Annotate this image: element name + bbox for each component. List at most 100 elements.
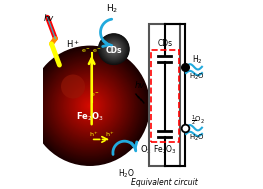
- Circle shape: [48, 64, 132, 148]
- Circle shape: [83, 99, 97, 113]
- Circle shape: [37, 52, 143, 159]
- Circle shape: [103, 38, 125, 60]
- Circle shape: [61, 77, 119, 134]
- Circle shape: [107, 42, 121, 57]
- Circle shape: [111, 46, 117, 52]
- Bar: [149, 24, 180, 166]
- Circle shape: [56, 72, 124, 140]
- Text: H$_2$O: H$_2$O: [189, 71, 205, 82]
- Circle shape: [52, 68, 128, 143]
- Circle shape: [52, 67, 128, 144]
- Circle shape: [31, 46, 149, 165]
- Circle shape: [50, 66, 130, 146]
- Circle shape: [45, 61, 135, 151]
- Text: Fe$_2$O$_3$: Fe$_2$O$_3$: [76, 110, 104, 123]
- Circle shape: [38, 54, 142, 158]
- Circle shape: [75, 91, 105, 121]
- Text: CDs: CDs: [157, 40, 172, 48]
- Circle shape: [112, 47, 116, 51]
- Text: e$^-$: e$^-$: [81, 47, 91, 55]
- Text: e$^-$: e$^-$: [90, 91, 100, 99]
- Circle shape: [108, 43, 120, 55]
- Circle shape: [100, 35, 128, 63]
- Circle shape: [57, 73, 123, 139]
- Circle shape: [71, 87, 109, 125]
- Circle shape: [32, 48, 148, 164]
- Text: hv: hv: [44, 14, 54, 23]
- Circle shape: [69, 85, 111, 127]
- Text: CDs: CDs: [105, 46, 122, 55]
- Circle shape: [79, 95, 100, 116]
- Circle shape: [78, 94, 101, 117]
- Circle shape: [47, 63, 133, 149]
- Circle shape: [99, 34, 129, 64]
- Circle shape: [84, 100, 96, 112]
- Circle shape: [35, 51, 145, 161]
- Circle shape: [39, 55, 141, 157]
- Circle shape: [103, 39, 124, 60]
- Circle shape: [102, 37, 126, 61]
- Circle shape: [73, 89, 107, 122]
- Circle shape: [104, 40, 123, 58]
- Circle shape: [39, 55, 140, 156]
- Text: hv: hv: [134, 81, 145, 90]
- Circle shape: [100, 36, 127, 63]
- Circle shape: [68, 84, 112, 128]
- Text: H$_2$: H$_2$: [192, 53, 202, 66]
- Circle shape: [63, 79, 116, 132]
- Circle shape: [61, 74, 85, 98]
- Circle shape: [98, 34, 129, 65]
- Circle shape: [104, 40, 124, 59]
- Circle shape: [112, 47, 116, 51]
- Circle shape: [33, 49, 146, 162]
- Circle shape: [88, 104, 92, 107]
- Circle shape: [59, 75, 121, 137]
- Text: $\frac{1}{2}$O$_2$: $\frac{1}{2}$O$_2$: [191, 114, 205, 128]
- Text: e$^-$: e$^-$: [92, 47, 102, 55]
- Circle shape: [101, 37, 126, 62]
- Circle shape: [87, 103, 93, 109]
- Text: H$_2$: H$_2$: [106, 2, 118, 15]
- Circle shape: [77, 93, 103, 119]
- Circle shape: [107, 42, 121, 56]
- Circle shape: [31, 47, 149, 164]
- Circle shape: [72, 88, 108, 124]
- Circle shape: [51, 67, 129, 145]
- Bar: [151, 50, 179, 142]
- Circle shape: [86, 102, 94, 110]
- Circle shape: [82, 98, 98, 113]
- Circle shape: [43, 59, 136, 153]
- Circle shape: [54, 70, 125, 141]
- Circle shape: [60, 76, 119, 135]
- Circle shape: [105, 41, 122, 58]
- Circle shape: [103, 38, 125, 60]
- Circle shape: [53, 69, 127, 143]
- Circle shape: [82, 97, 98, 114]
- Circle shape: [107, 43, 120, 56]
- Circle shape: [101, 36, 127, 62]
- Circle shape: [80, 96, 100, 116]
- Circle shape: [110, 46, 117, 53]
- Circle shape: [99, 34, 129, 64]
- Circle shape: [37, 53, 143, 158]
- Circle shape: [36, 52, 144, 160]
- Circle shape: [112, 48, 115, 51]
- Text: H$_2$O: H$_2$O: [118, 168, 135, 180]
- Circle shape: [40, 56, 140, 156]
- Text: H$_2$O: H$_2$O: [189, 132, 205, 143]
- Circle shape: [69, 85, 110, 126]
- Circle shape: [110, 45, 118, 53]
- Text: h$^+$: h$^+$: [105, 131, 115, 139]
- Text: Equivalent circuit: Equivalent circuit: [131, 178, 198, 187]
- Circle shape: [89, 105, 91, 107]
- Circle shape: [63, 79, 117, 133]
- Circle shape: [108, 43, 120, 55]
- Circle shape: [105, 40, 123, 58]
- Text: H$^+$: H$^+$: [66, 38, 80, 50]
- Circle shape: [109, 45, 118, 54]
- Circle shape: [109, 44, 119, 54]
- Circle shape: [76, 92, 104, 119]
- Circle shape: [58, 74, 122, 137]
- Text: O$_2$: O$_2$: [140, 144, 152, 156]
- Circle shape: [102, 37, 125, 61]
